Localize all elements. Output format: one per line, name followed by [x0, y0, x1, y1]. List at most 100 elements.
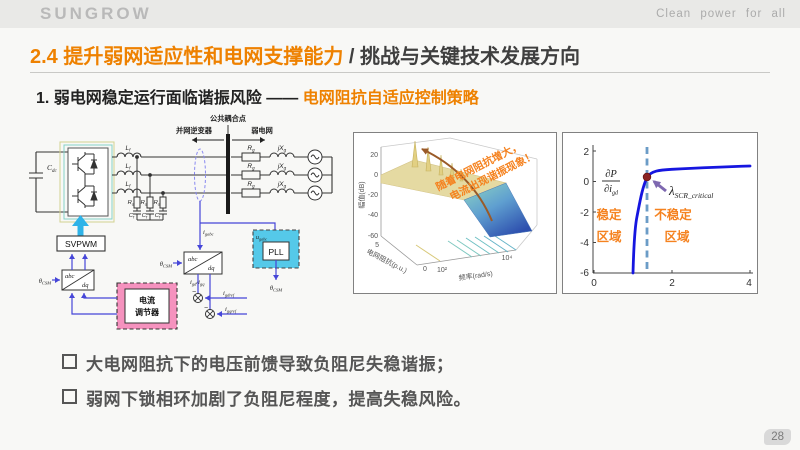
svpwm-label: SVPWM: [65, 239, 97, 249]
unstable-region-label-1: 不稳定: [654, 207, 692, 222]
inverter-label: 并网逆变器: [176, 126, 213, 135]
title-rest: 挑战与关键技术发展方向: [360, 46, 581, 68]
cf-label: Cf: [129, 213, 135, 220]
axes: [592, 145, 753, 274]
z-tick: -60: [368, 233, 378, 240]
cf-label: Cf: [155, 213, 161, 220]
dq-label: dq: [82, 282, 89, 289]
trend-arrow: [421, 148, 493, 222]
pwm-arrow-shaft: [77, 226, 84, 236]
theta-csm-label: θCSM: [39, 278, 51, 286]
critical-arrow: [652, 180, 667, 193]
cf-label: Cf: [142, 213, 148, 220]
bullet-text: 弱网下锁相环加剧了负阻尼程度，提高失稳风险。: [86, 390, 471, 409]
lambda-scr-label: λSCR_critical: [668, 183, 713, 200]
rd-label: Rd: [154, 200, 161, 207]
theta-csm-label: θCSM: [160, 261, 172, 269]
lf-label: Lf: [126, 163, 132, 171]
igqref-label: igqref: [225, 306, 237, 314]
title-main: 2.4 提升弱网适应性和电网支撑能力: [30, 46, 344, 68]
x-tick: 10⁴: [502, 255, 513, 262]
z-tick: 0: [374, 172, 378, 179]
page-title: 2.4 提升弱网适应性和电网支撑能力 / 挑战与关键技术发展方向: [30, 40, 580, 69]
title-separator: /: [343, 46, 361, 68]
stable-region-label-2: 区域: [596, 229, 622, 244]
lf-label: Lf: [126, 181, 132, 189]
phase-lines: [112, 156, 333, 194]
square-bullet-icon: [62, 389, 77, 404]
ac-source-icons: [307, 149, 323, 201]
y-tick: -6: [580, 268, 589, 279]
igabc-label: igabc: [203, 229, 214, 237]
depth-axis-label: 电网阻抗(p.u.): [365, 247, 409, 275]
igdq-label: igd/igq: [190, 279, 205, 287]
lf-label: Lf: [126, 145, 132, 153]
y-tick: -2: [580, 208, 589, 219]
x-tick: 10²: [437, 267, 448, 274]
section-highlight: 电网阻抗自适应控制策略: [302, 90, 479, 107]
dq-label: dq: [208, 265, 215, 272]
abc-label: abc: [188, 256, 198, 263]
bode-3d-chart: 20 0 -20 -40 -60 5 0 10² 10⁴ 幅值(dB) 电网阻抗…: [353, 132, 557, 294]
rg-label: Rg: [247, 181, 255, 189]
bullet-list: 大电网阻抗下的电压前馈导致负阻尼失稳谐振； 弱网下锁相环加剧了负阻尼程度，提高失…: [62, 350, 471, 420]
ugabc-label: ugabc: [256, 235, 267, 242]
abc-label: abc: [65, 273, 75, 280]
dc-capacitor: [29, 151, 68, 213]
x-tick: 4: [746, 278, 752, 289]
theta-csm-label: θCSM: [270, 285, 282, 293]
square-bullet-icon: [62, 354, 77, 369]
stable-region-label-1: 稳定: [596, 207, 622, 222]
grid-impedance: [241, 152, 295, 198]
rg-label: Rg: [247, 145, 255, 153]
floor-stripes: [415, 233, 517, 262]
z-tick: -20: [368, 192, 378, 199]
igdref-label: igdref: [223, 290, 235, 298]
xg-label: jXg: [277, 145, 287, 153]
critical-point-dot: [642, 172, 652, 182]
fraction-denominator: ∂igd: [604, 184, 619, 197]
y-tick: -4: [580, 238, 589, 249]
bullet-item: 弱网下锁相环加剧了负阻尼程度，提高失稳风险。: [62, 385, 471, 410]
resonance-spikes: [411, 140, 464, 182]
pwm-arrow-icon: [72, 215, 89, 226]
stability-chart: λSCR_critical ∂P ∂igd 稳定 区域 不稳定 区域 2 0 -…: [562, 132, 758, 294]
bullet-text: 大电网阻抗下的电压前馈导致负阻尼失稳谐振；: [86, 355, 454, 374]
abc-dq-block-grid: abc dq: [183, 251, 223, 275]
fraction-numerator: ∂P: [605, 169, 617, 180]
section-title: 1. 弱电网稳定运行面临谐振风险 —— 电网阻抗自适应控制策略: [36, 84, 479, 108]
current-regulator-block: 电流 调节器: [116, 282, 178, 330]
x-tick: 2: [669, 278, 675, 289]
xg-label: jXg: [277, 163, 287, 171]
ylabel-fraction: ∂P ∂igd: [602, 169, 620, 197]
rd-label: Rd: [141, 200, 148, 207]
regulator-label-1: 电流: [139, 295, 155, 305]
circuit-diagram: Cdc: [29, 114, 333, 330]
surface-slope: [463, 182, 533, 238]
igbt-bridge: [59, 141, 115, 223]
regulator-label-2: 调节器: [135, 307, 160, 317]
x-axis-label: 频率(rad/s): [458, 269, 493, 283]
z-tick: -40: [368, 212, 378, 219]
pll-block: PLL ugabc: [252, 229, 300, 269]
pcc-label: 公共耦合点: [210, 114, 247, 123]
unstable-region-label-2: 区域: [664, 229, 690, 244]
cdc-label: Cdc: [47, 163, 58, 174]
lcl-filter-branches: [133, 155, 167, 221]
z-tick: 20: [370, 152, 378, 159]
sungrow-logo: SUNGROW: [40, 4, 152, 23]
bullet-item: 大电网阻抗下的电压前馈导致负阻尼失稳谐振；: [62, 350, 471, 375]
header-bar: SUNGROW Clean power for all: [0, 0, 800, 28]
abc-dq-block-left: abc dq: [61, 269, 95, 291]
axes-frame: [380, 137, 538, 266]
pcc-bus-bar: [226, 134, 230, 214]
depth-tick: 5: [375, 242, 379, 249]
pll-label: PLL: [268, 247, 283, 257]
x-tick: 0: [591, 278, 597, 289]
weak-grid-label: 弱电网: [251, 126, 273, 135]
rd-label: Rd: [128, 200, 135, 207]
z-axis-label: 幅值(dB): [357, 181, 366, 208]
rg-label: Rg: [247, 163, 255, 171]
depth-tick: 0: [423, 266, 427, 273]
